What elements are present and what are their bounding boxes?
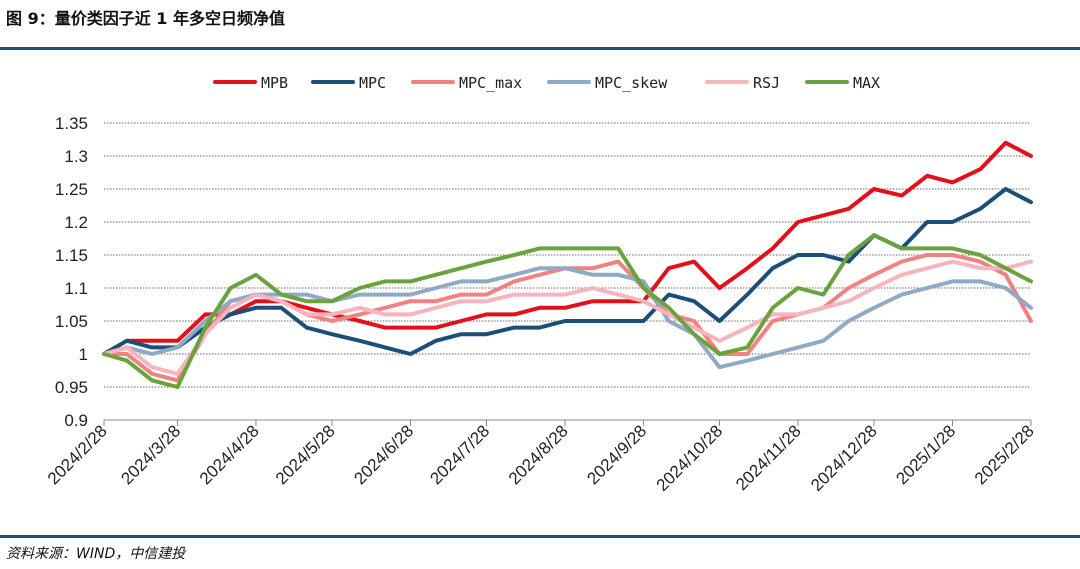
source-note: 资料来源：WIND，中信建投 — [6, 546, 186, 562]
legend: MPB MPC MPC_max MPC_skew RSJ MAX — [213, 74, 880, 92]
y-tick-label: 1.25 — [55, 180, 88, 199]
x-tick-label: 2024/7/28 — [426, 421, 493, 488]
y-tick-label: 1.05 — [55, 312, 88, 331]
series-line-max — [102, 233, 1033, 389]
y-tick-label: 1.35 — [55, 114, 88, 133]
grid-layer — [104, 122, 1031, 421]
legend-label: MPC — [359, 74, 386, 92]
series-line-mpc-max — [102, 253, 1033, 383]
y-tick-label: 1.3 — [64, 147, 88, 166]
y-axis-ticks: 1.35 1.3 1.25 1.2 1.15 1.1 1.05 1 0.95 0.9 — [55, 114, 88, 430]
series-line-mpc — [102, 187, 1033, 356]
x-axis-ticks: 2024/2/28 2024/3/28 2024/4/28 2024/5/28 2024… — [44, 420, 1038, 495]
legend-label: MPC_max — [459, 74, 522, 92]
legend-label: MAX — [853, 74, 880, 92]
y-tick-label: 1.15 — [55, 246, 88, 265]
x-tick-label: 2024/9/28 — [583, 421, 650, 488]
y-tick-label: 1 — [79, 345, 88, 364]
x-tick-label: 2024/5/28 — [272, 421, 339, 488]
x-tick-label: 2024/4/28 — [196, 421, 263, 488]
y-tick-label: 0.95 — [55, 378, 88, 397]
series-line-mpb — [102, 140, 1033, 356]
legend-label: MPB — [261, 74, 288, 92]
line-chart: 1.35 1.3 1.25 1.2 1.15 1.1 1.05 1 0.95 0.9 2024/2… — [44, 74, 1038, 495]
legend-label: RSJ — [753, 74, 780, 92]
x-tick-label: 2024/3/28 — [117, 421, 184, 488]
x-tick-label: 2025/1/28 — [892, 421, 959, 488]
figure-title: 图 9：量价类因子近 1 年多空日频净值 — [6, 9, 285, 28]
series-layer — [102, 140, 1033, 389]
x-tick-label: 2024/10/28 — [653, 421, 727, 495]
series-line-rsj — [102, 259, 1033, 376]
y-tick-label: 1.2 — [64, 213, 88, 232]
x-tick-label: 2025/2/28 — [971, 421, 1038, 488]
x-tick-label: 2024/8/28 — [505, 421, 572, 488]
x-tick-label: 2024/12/28 — [807, 421, 881, 495]
x-tick-label: 2024/11/28 — [732, 421, 805, 494]
x-tick-label: 2024/6/28 — [350, 421, 417, 488]
y-tick-label: 0.9 — [64, 411, 88, 430]
legend-label: MPC_skew — [595, 74, 668, 92]
y-tick-label: 1.1 — [64, 279, 88, 298]
bottom-rule — [0, 535, 1080, 538]
x-tick-label: 2024/2/28 — [44, 421, 111, 488]
top-rule — [0, 47, 1080, 50]
